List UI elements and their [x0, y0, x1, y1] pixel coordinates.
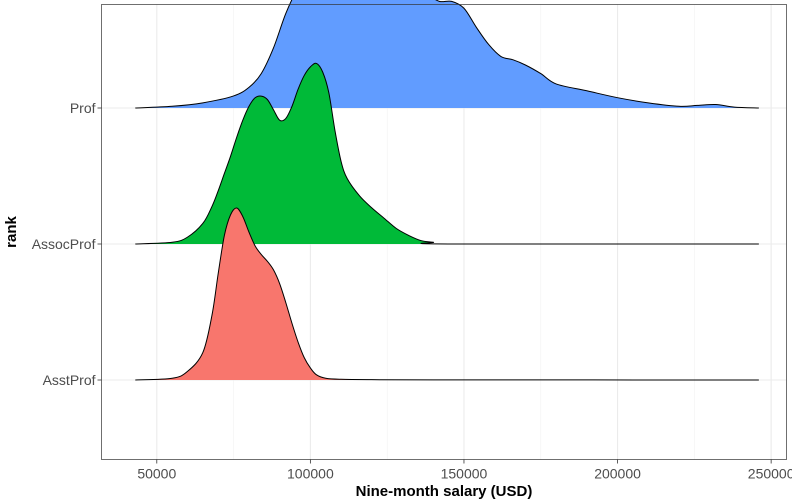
ridge-area-prof — [135, 0, 759, 108]
ridge-area-asstprof — [135, 207, 759, 380]
plot-border — [101, 4, 787, 460]
x-tick-label: 150000 — [441, 466, 488, 482]
density-ridges — [135, 0, 759, 381]
y-tick-label-asstprof: AsstProf — [43, 372, 96, 388]
x-tick-label: 100000 — [287, 466, 334, 482]
ridge-line-assocprof — [135, 62, 759, 245]
y-axis-title: rank — [3, 216, 20, 248]
y-tick-label-assocprof: AssocProf — [32, 236, 96, 252]
x-tick-label: 250000 — [748, 466, 792, 482]
x-tick-label: 200000 — [594, 466, 641, 482]
x-tick-label: 50000 — [137, 466, 176, 482]
y-tick-label-prof: Prof — [70, 100, 96, 116]
x-axis: 50000 100000 150000 200000 250000 — [137, 459, 792, 482]
ridge-line-prof — [135, 0, 759, 109]
y-axis: AsstProf AssocProf Prof — [32, 100, 102, 388]
x-axis-title: Nine-month salary (USD) — [356, 483, 533, 500]
ridge-line-asstprof — [135, 207, 759, 381]
